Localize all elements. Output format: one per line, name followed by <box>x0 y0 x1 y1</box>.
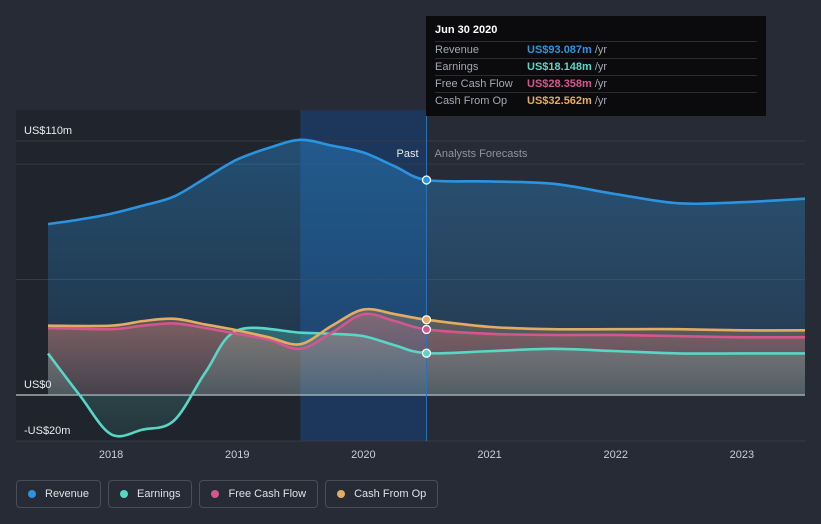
legend-label: Revenue <box>45 488 90 500</box>
legend-label: Free Cash Flow <box>228 488 307 500</box>
legend-dot-icon <box>28 490 36 498</box>
x-tick-label: 2022 <box>604 449 628 461</box>
tooltip-value: US$28.358m <box>527 78 592 90</box>
tooltip-label: Revenue <box>435 44 480 56</box>
tooltip-unit: /yr <box>594 61 608 73</box>
legend-label: Cash From Op <box>354 488 427 500</box>
tooltip-row-revenue: Revenue US$93.087m /yr <box>435 41 757 58</box>
series-line-earnings <box>46 326 805 438</box>
forecast-label: Analysts Forecasts <box>435 148 528 160</box>
tooltip-row-earnings: Earnings US$18.148m /yr <box>435 58 757 75</box>
series-line-free-cash-flow <box>47 312 806 351</box>
marker-cash-from-op <box>421 315 432 325</box>
tooltip-value: US$93.087m <box>527 44 592 56</box>
tooltip-unit: /yr <box>594 95 608 107</box>
marker-revenue <box>421 175 432 185</box>
legend-label: Earnings <box>137 488 181 500</box>
tooltip-row-cash-from-op: Cash From Op US$32.562m /yr <box>435 92 757 109</box>
tooltip-label: Free Cash Flow <box>435 78 513 90</box>
legend-item-cash-from-op[interactable]: Cash From Op <box>325 480 439 508</box>
chart-area: US$110m US$0 -US$20m 2018 2019 2020 2021 2022 20… <box>16 110 806 461</box>
tooltip-date: Jun 30 2020 <box>435 24 498 36</box>
x-tick-label: 2018 <box>99 449 123 461</box>
x-tick-label: 2019 <box>225 449 249 461</box>
series-line-cash-from-op <box>47 307 806 346</box>
x-tick-label: 2021 <box>477 449 501 461</box>
tooltip-value: US$32.562m <box>527 95 592 107</box>
legend-dot-icon <box>120 490 129 498</box>
past-label: Past <box>396 148 418 160</box>
y-tick-label: US$110m <box>24 125 72 137</box>
legend-item-revenue[interactable]: Revenue <box>16 480 102 508</box>
legend-dot-icon <box>211 490 220 498</box>
tooltip-row-free-cash-flow: Free Cash Flow US$28.358m /yr <box>435 75 757 92</box>
series-line-revenue <box>47 138 806 226</box>
tooltip-label: Earnings <box>435 61 479 73</box>
y-tick-label: US$0 <box>24 379 52 391</box>
tooltip-unit: /yr <box>594 78 608 90</box>
legend-item-earnings[interactable]: Earnings <box>108 480 193 508</box>
tooltip: Jun 30 2020 Revenue US$93.087m /yr Earni… <box>426 16 766 116</box>
x-tick-label: 2023 <box>730 449 754 461</box>
legend-item-free-cash-flow[interactable]: Free Cash Flow <box>199 480 319 508</box>
legend-dot-icon <box>337 490 346 498</box>
tooltip-label: Cash From Op <box>435 95 508 107</box>
marker-free-cash-flow <box>421 324 432 335</box>
tooltip-unit: /yr <box>594 44 608 56</box>
x-tick-label: 2020 <box>351 449 375 461</box>
legend: Revenue Earnings Free Cash Flow Cash Fro… <box>16 480 439 508</box>
y-tick-label: -US$20m <box>24 425 70 437</box>
tooltip-value: US$18.148m <box>527 61 592 73</box>
marker-earnings <box>421 348 432 358</box>
